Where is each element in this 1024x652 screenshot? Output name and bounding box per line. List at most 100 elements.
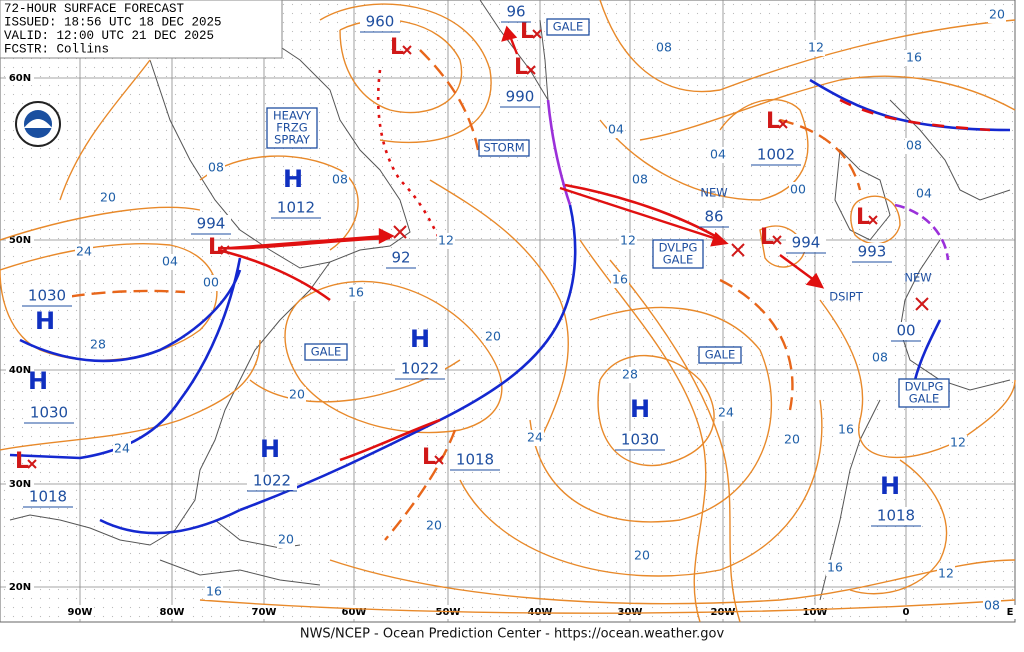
- pressure-label-bg: [615, 431, 665, 449]
- isobar-label-bg: [331, 172, 349, 188]
- low-symbol: L: [514, 55, 528, 80]
- warning-box: [304, 343, 348, 361]
- pressure-value: 1022: [253, 472, 291, 490]
- isobar-label: 20: [289, 387, 305, 402]
- isobar-label: 08: [984, 598, 1000, 613]
- warning-text: SPRAY: [274, 133, 311, 147]
- map-frame: [0, 0, 1016, 623]
- lon-label-box: [616, 605, 644, 619]
- isobar-label-bg: [99, 190, 117, 206]
- pressure-label-bg: [751, 146, 801, 164]
- low-center-x: [778, 119, 788, 129]
- isobar-label: 28: [90, 337, 106, 352]
- high-symbol: H: [35, 307, 55, 335]
- pressure-label-bg: [191, 215, 231, 233]
- pressure-label-bg: [852, 243, 892, 261]
- isobar-label-bg: [526, 430, 544, 446]
- lon-label-box: [892, 605, 920, 619]
- isobar-label: 24: [527, 430, 543, 445]
- warning-text: GALE: [909, 392, 939, 406]
- isobar-label: 16: [838, 422, 854, 437]
- low-symbol: L: [422, 445, 436, 470]
- isobar-label-bg: [202, 275, 220, 291]
- pressure-label-bg: [395, 360, 445, 378]
- isobar-label-bg: [655, 40, 673, 56]
- header-line: 72-HOUR SURFACE FORECAST: [4, 2, 185, 16]
- lat-label: 50N: [9, 235, 31, 246]
- isobar-label: 20: [784, 432, 800, 447]
- pressure-label-bg: [23, 488, 73, 506]
- low-symbol: L: [856, 205, 870, 230]
- pressure-note: NEW: [904, 271, 931, 285]
- low-symbol: L: [208, 235, 222, 260]
- lon-label: 80W: [160, 607, 185, 618]
- isobar-label-bg: [837, 422, 855, 438]
- pressure-value: 1030: [28, 287, 66, 305]
- low-center-x: [27, 459, 37, 469]
- isobar-label-bg: [905, 138, 923, 154]
- pressure-value: 92: [391, 249, 410, 267]
- isobar-label: 28: [622, 367, 638, 382]
- isobar-label-bg: [717, 405, 735, 421]
- isobar-label: 16: [906, 50, 922, 65]
- low-symbol: L: [766, 109, 780, 134]
- warning-text: STORM: [483, 141, 524, 155]
- footer: NWS/NCEP - Ocean Prediction Center - htt…: [300, 627, 725, 642]
- isobar-label: 12: [620, 233, 636, 248]
- isobar-label-bg: [937, 566, 955, 582]
- isobar-label: 08: [872, 350, 888, 365]
- pressure-value: 960: [366, 13, 395, 31]
- pressure-value: 1030: [621, 431, 659, 449]
- lat-label: 40N: [9, 365, 31, 376]
- isobar-label-bg: [425, 518, 443, 534]
- lon-label: 50W: [436, 607, 461, 618]
- warning-text: DVLPG: [905, 380, 944, 394]
- lon-label: 0: [903, 607, 910, 618]
- warning-box: [698, 346, 742, 364]
- pressure-value: 1018: [877, 507, 915, 525]
- isobar-label: 24: [76, 244, 92, 259]
- isobar-label: 20: [989, 7, 1005, 22]
- header-line: ISSUED: 18:56 UTC 18 DEC 2025: [4, 16, 222, 30]
- high-symbol: H: [260, 435, 280, 463]
- isobar-label-bg: [277, 532, 295, 548]
- isobar-label-bg: [871, 350, 889, 366]
- isobar-label: 04: [162, 254, 178, 269]
- pressure-label-bg: [24, 404, 74, 422]
- isobar-label-bg: [905, 50, 923, 66]
- isobar-label: 20: [278, 532, 294, 547]
- pressure-value: 1018: [456, 451, 494, 469]
- pressure-label-bg: [450, 451, 500, 469]
- high-symbol: H: [410, 325, 430, 353]
- pressure-value: 96: [506, 3, 525, 21]
- pressure-label-bg: [22, 287, 72, 305]
- isobar-label-bg: [288, 387, 306, 403]
- isobar-label-bg: [983, 598, 1001, 614]
- pressure-note: NEW: [700, 186, 727, 200]
- pressure-label-bg: [500, 88, 540, 106]
- isobar-label: 04: [916, 186, 932, 201]
- high-symbol: H: [630, 395, 650, 423]
- isobar-label: 16: [206, 584, 222, 599]
- isobar-label: 00: [203, 275, 219, 290]
- isobar-label: 16: [612, 272, 628, 287]
- new-low-x: [731, 243, 745, 257]
- pressure-value: 00: [896, 322, 915, 340]
- isobar-label-bg: [633, 548, 651, 564]
- header-box: [0, 0, 283, 59]
- isobar-label: 20: [634, 548, 650, 563]
- isobar-label: 08: [632, 172, 648, 187]
- isobar-label: 08: [208, 160, 224, 175]
- pressure-value: 1030: [30, 404, 68, 422]
- lon-label-box: [66, 605, 94, 619]
- lon-label: 90W: [68, 607, 93, 618]
- isobar-label: 12: [438, 233, 454, 248]
- warning-text: FRZG: [276, 121, 307, 135]
- isobar-label: 08: [656, 40, 672, 55]
- warning-box: [266, 107, 318, 149]
- warning-text: GALE: [705, 348, 735, 362]
- lat-label: 20N: [9, 582, 31, 593]
- isobar-label-bg: [826, 560, 844, 576]
- warning-text: GALE: [311, 345, 341, 359]
